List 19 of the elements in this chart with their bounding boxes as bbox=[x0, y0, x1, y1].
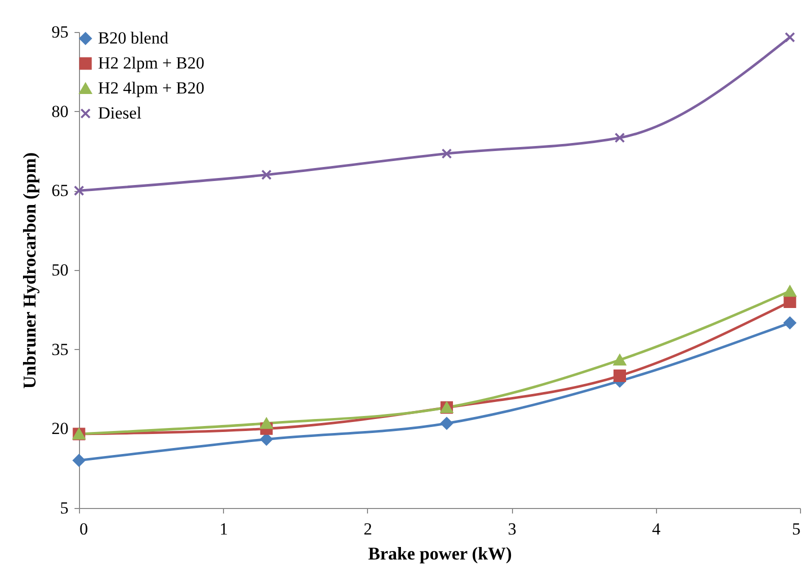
y-axis-title: Unbruner Hydrocarbon (ppm) bbox=[20, 152, 40, 389]
x-tick-label: 2 bbox=[364, 520, 372, 538]
y-tick-label: 95 bbox=[52, 22, 68, 42]
x-tick-label: 1 bbox=[219, 520, 228, 538]
legend-label: Diesel bbox=[98, 104, 142, 122]
legend-label: H2 2lpm + B20 bbox=[98, 54, 204, 72]
y-tick-label: 50 bbox=[52, 260, 68, 280]
y-tick-label: 5 bbox=[60, 498, 68, 518]
x-tick-label: 3 bbox=[508, 520, 516, 538]
x-tick-label: 0 bbox=[80, 520, 88, 538]
x-tick-label: 4 bbox=[652, 520, 662, 538]
x-axis-title: Brake power (kW) bbox=[368, 544, 512, 564]
x-tick-label: 5 bbox=[792, 520, 800, 538]
legend-label: H2 4lpm + B20 bbox=[98, 78, 204, 98]
legend-label: B20 blend bbox=[98, 28, 169, 48]
y-tick-label: 35 bbox=[52, 340, 68, 359]
y-tick-label: 20 bbox=[52, 419, 68, 438]
y-tick-label: 80 bbox=[52, 102, 68, 121]
y-tick-label: 65 bbox=[52, 181, 68, 200]
